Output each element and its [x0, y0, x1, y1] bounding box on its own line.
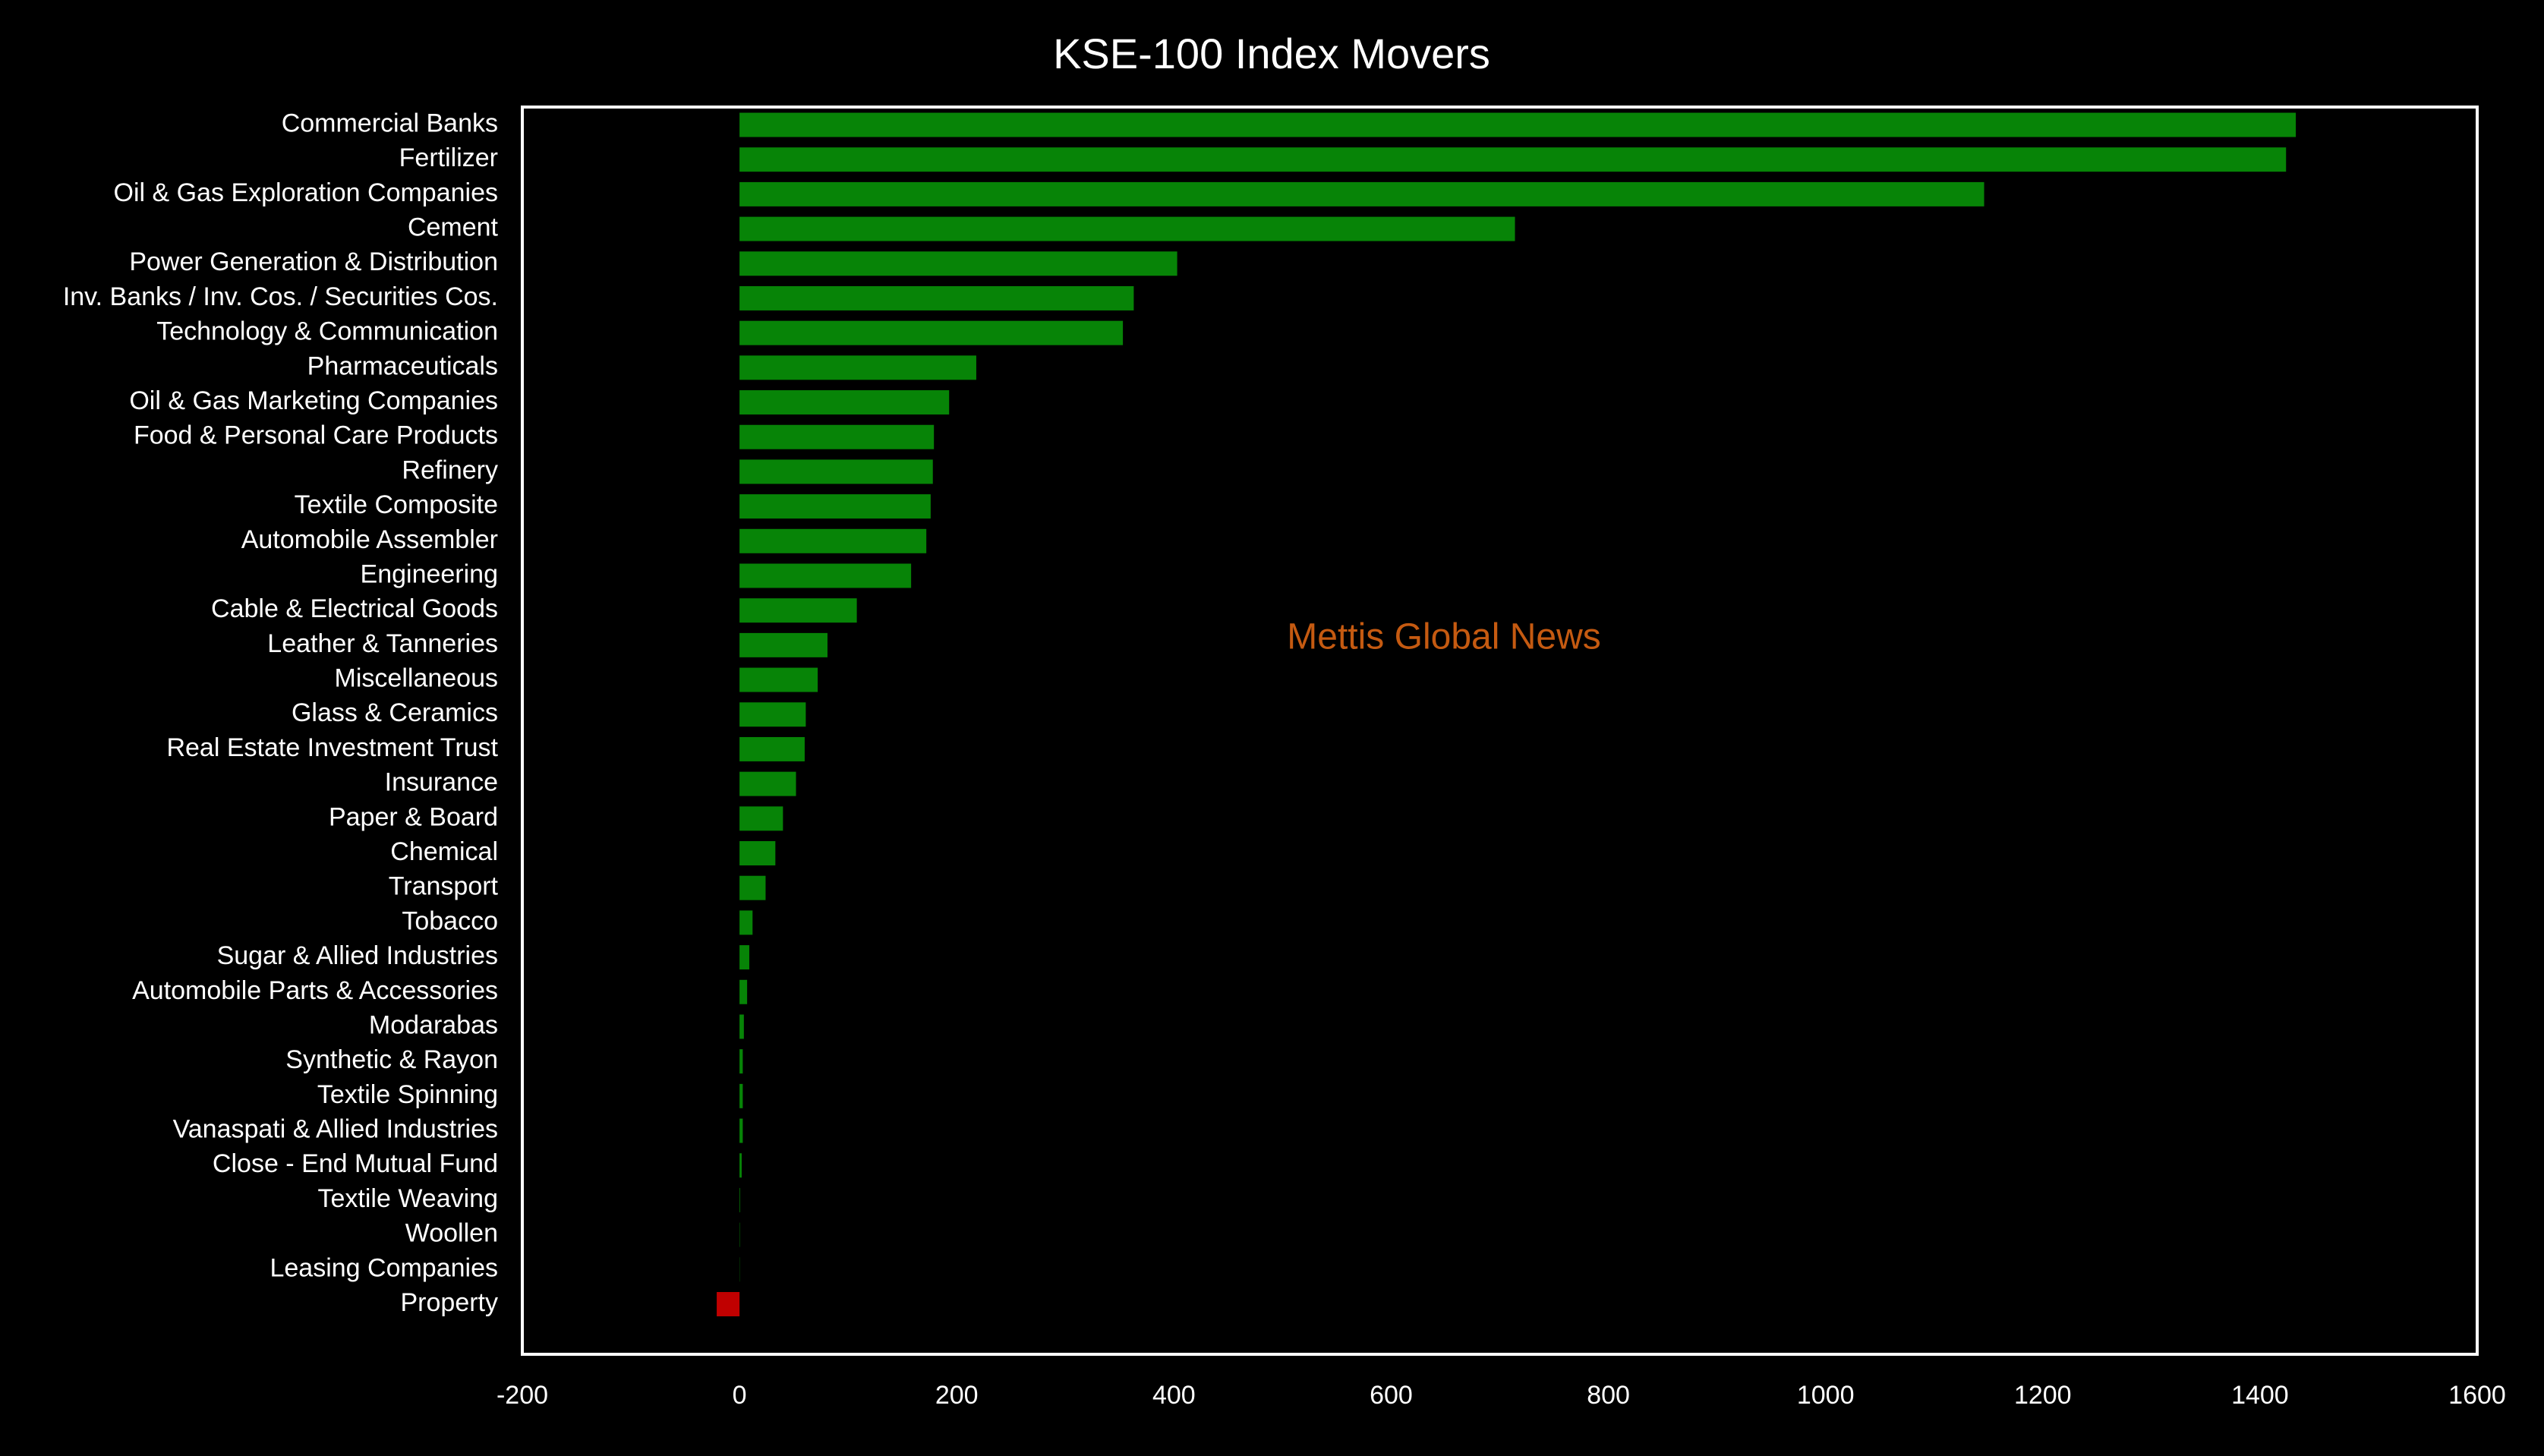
y-tick-label: Technology & Communication [156, 317, 498, 346]
y-tick-label: Transport [389, 872, 499, 901]
y-tick-label: Vanaspati & Allied Industries [173, 1115, 498, 1144]
bar [739, 459, 933, 484]
y-tick-label: Property [401, 1288, 499, 1317]
bar [739, 390, 950, 415]
y-tick-label: Woollen [405, 1219, 498, 1248]
y-tick-label: Automobile Assembler [241, 525, 498, 554]
y-tick-label: Insurance [385, 768, 498, 797]
bar [739, 771, 796, 796]
y-tick-label: Fertilizer [399, 143, 498, 172]
y-tick-label: Oil & Gas Exploration Companies [114, 178, 498, 207]
x-tick-label: 1000 [1797, 1381, 1855, 1410]
bar [739, 598, 857, 623]
bar [739, 841, 776, 866]
bar [739, 632, 828, 657]
bar [739, 494, 931, 519]
y-tick-label: Automobile Parts & Accessories [132, 976, 498, 1005]
bar [739, 806, 783, 831]
y-tick-label: Synthetic & Rayon [285, 1045, 498, 1074]
y-tick-label: Real Estate Investment Trust [166, 733, 498, 762]
x-tick-label: 1600 [2448, 1381, 2506, 1410]
bar [739, 1014, 744, 1039]
y-tick-label: Cable & Electrical Goods [211, 594, 498, 623]
x-tick-label: 1400 [2231, 1381, 2289, 1410]
y-tick-label: Inv. Banks / Inv. Cos. / Securities Cos. [63, 282, 498, 311]
y-tick-label: Power Generation & Distribution [129, 247, 498, 276]
y-tick-label: Pharmaceuticals [307, 351, 498, 380]
bar [739, 667, 818, 692]
bar [739, 216, 1515, 241]
bar [739, 1049, 743, 1074]
plot-frame [521, 106, 2479, 1356]
x-tick-label: 400 [1152, 1381, 1196, 1410]
x-tick-label: 1200 [2014, 1381, 2072, 1410]
bar [717, 1292, 740, 1316]
bar [739, 320, 1124, 345]
bar [739, 1118, 743, 1143]
bar [739, 1187, 740, 1212]
bar [739, 910, 753, 935]
y-tick-label: Commercial Banks [282, 109, 498, 137]
y-tick-label: Engineering [361, 559, 498, 588]
watermark: Mettis Global News [1287, 617, 1600, 657]
y-tick-label: Textile Composite [295, 490, 498, 519]
y-tick-label: Sugar & Allied Industries [217, 941, 498, 970]
x-tick-label: -200 [497, 1381, 548, 1410]
y-tick-label: Miscellaneous [335, 664, 498, 693]
y-tick-label: Food & Personal Care Products [134, 421, 498, 450]
bar [739, 945, 749, 970]
bar [739, 1153, 742, 1178]
y-tick-label: Textile Spinning [317, 1080, 498, 1109]
bar [739, 424, 935, 449]
y-tick-label: Cement [408, 213, 499, 242]
bar [739, 736, 805, 761]
y-tick-label: Refinery [402, 455, 498, 484]
x-tick-label: 800 [1587, 1381, 1630, 1410]
x-tick-label: 600 [1370, 1381, 1413, 1410]
bar [739, 702, 806, 727]
y-tick-label: Oil & Gas Marketing Companies [129, 386, 498, 415]
chart-title: KSE-100 Index Movers [1053, 30, 1490, 77]
x-tick-label: 200 [935, 1381, 979, 1410]
bar [739, 528, 927, 553]
bar [739, 563, 912, 588]
bar [739, 875, 766, 900]
y-tick-label: Textile Weaving [318, 1184, 499, 1213]
y-tick-label: Modarabas [369, 1010, 498, 1039]
y-tick-label: Tobacco [402, 906, 498, 935]
bar [739, 1083, 743, 1108]
y-tick-label: Leather & Tanneries [267, 629, 498, 658]
bar [739, 979, 748, 1004]
bar [739, 251, 1177, 276]
y-tick-label: Paper & Board [329, 802, 498, 831]
y-tick-label: Close - End Mutual Fund [213, 1149, 498, 1178]
bar [739, 147, 2287, 172]
x-tick-label: 0 [733, 1381, 747, 1410]
y-tick-label: Glass & Ceramics [292, 698, 498, 727]
bar [739, 285, 1134, 310]
y-tick-label: Chemical [390, 837, 498, 866]
bar [739, 355, 976, 380]
y-tick-label: Leasing Companies [270, 1253, 498, 1282]
bar [739, 181, 1984, 206]
bar [739, 112, 2297, 137]
